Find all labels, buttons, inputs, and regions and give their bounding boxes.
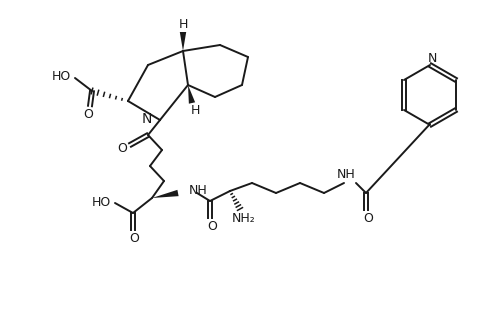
- Polygon shape: [188, 85, 195, 104]
- Text: O: O: [129, 232, 139, 244]
- Text: N: N: [142, 112, 152, 126]
- Text: N: N: [428, 52, 436, 64]
- Text: NH: NH: [336, 167, 355, 181]
- Text: O: O: [363, 212, 373, 224]
- Text: NH₂: NH₂: [232, 213, 256, 225]
- Text: O: O: [83, 107, 93, 121]
- Text: H: H: [178, 18, 188, 32]
- Text: HO: HO: [92, 196, 110, 208]
- Polygon shape: [180, 32, 186, 51]
- Polygon shape: [152, 190, 178, 198]
- Text: NH: NH: [189, 184, 208, 198]
- Text: O: O: [117, 142, 127, 156]
- Text: O: O: [207, 219, 217, 233]
- Text: HO: HO: [52, 69, 70, 83]
- Text: H: H: [190, 104, 200, 116]
